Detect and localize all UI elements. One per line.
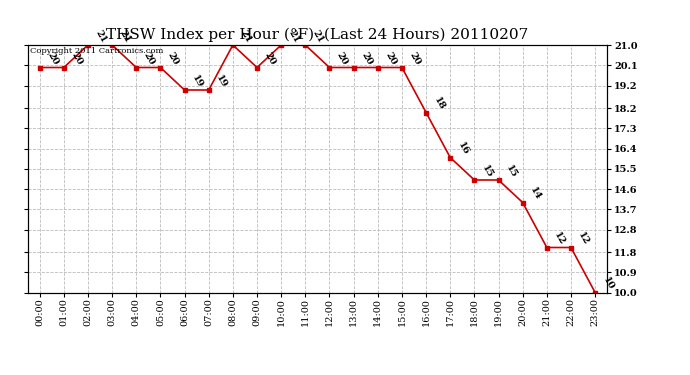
Text: 20: 20	[335, 50, 350, 67]
Text: Copyright 2011 Cartronics.com: Copyright 2011 Cartronics.com	[30, 48, 164, 56]
Text: 15: 15	[504, 163, 519, 179]
Text: 19: 19	[215, 73, 229, 89]
Text: 19: 19	[190, 73, 205, 89]
Text: 12: 12	[577, 231, 591, 247]
Text: 20: 20	[46, 50, 60, 67]
Text: 16: 16	[456, 141, 471, 157]
Text: 20: 20	[142, 50, 157, 67]
Text: 18: 18	[432, 96, 446, 112]
Text: 15: 15	[480, 163, 495, 179]
Text: 21: 21	[239, 28, 253, 44]
Text: 20: 20	[70, 50, 84, 67]
Text: 20: 20	[166, 50, 181, 67]
Text: 20: 20	[408, 50, 422, 67]
Text: 21: 21	[311, 28, 326, 44]
Text: 20: 20	[263, 50, 277, 67]
Text: 21: 21	[94, 28, 108, 44]
Text: 20: 20	[384, 50, 398, 67]
Text: 14: 14	[529, 186, 543, 202]
Title: THSW Index per Hour (°F)  (Last 24 Hours) 20110207: THSW Index per Hour (°F) (Last 24 Hours)…	[106, 28, 529, 42]
Text: 21: 21	[118, 28, 132, 44]
Text: 12: 12	[553, 231, 567, 247]
Text: 21: 21	[287, 28, 302, 44]
Text: 10: 10	[601, 276, 615, 292]
Text: 20: 20	[359, 50, 374, 67]
